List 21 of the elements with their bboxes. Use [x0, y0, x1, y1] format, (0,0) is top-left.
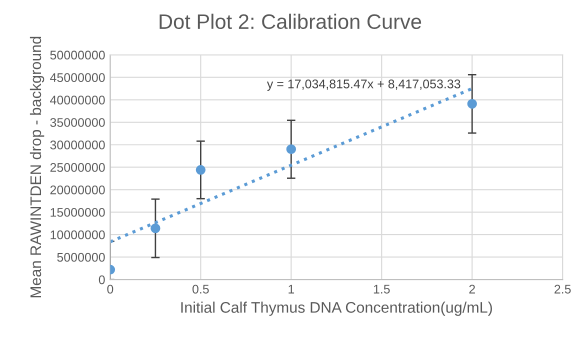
- y-tick-label: 50000000: [50, 50, 105, 60]
- x-tick-label: 1.5: [374, 284, 390, 294]
- x-axis-title: Initial Calf Thymus DNA Concentration(ug/mL): [181, 302, 492, 316]
- x-tick-label: 2.5: [554, 284, 571, 294]
- y-tick-label: 25000000: [50, 163, 105, 172]
- x-tick-label: 0.5: [192, 284, 209, 294]
- y-tick-label: 30000000: [50, 140, 105, 150]
- annotation: y = 17,034,815.47x + 8,417,053.33: [266, 80, 460, 91]
- y-tick-label: 20000000: [50, 185, 105, 194]
- x-tick-label: 0: [107, 284, 114, 294]
- y-tick-label: 45000000: [50, 73, 105, 82]
- y-tick-label: 35000000: [50, 118, 105, 127]
- chart-title: Dot Plot 2: Calibration Curve: [160, 14, 422, 30]
- x-tick-label: 2: [469, 284, 475, 294]
- y-tick-label: 0: [98, 275, 105, 284]
- x-tick-label: 1: [288, 284, 294, 294]
- y-tick-label: 15000000: [50, 208, 105, 217]
- y-axis-title: Mean RAWINTDEN drop - background: [30, 36, 44, 298]
- y-tick-label: 40000000: [50, 96, 105, 104]
- y-tick-label: 5000000: [57, 252, 105, 262]
- y-tick-label: 10000000: [50, 230, 105, 240]
